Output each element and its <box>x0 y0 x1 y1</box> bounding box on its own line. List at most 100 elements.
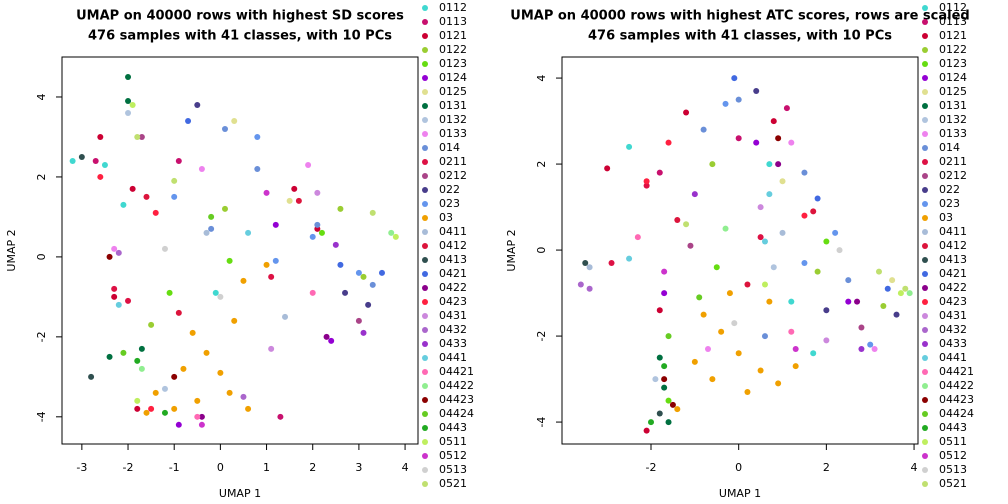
point <box>171 193 178 200</box>
point <box>832 229 839 236</box>
x-axis-label: UMAP 1 <box>219 487 261 500</box>
point <box>129 185 136 192</box>
legend-label: 0431 <box>939 309 967 322</box>
legend-label: 0123 <box>439 57 467 70</box>
point <box>254 165 261 172</box>
legend-label: 023 <box>439 197 460 210</box>
point <box>814 195 821 202</box>
legend-label: 0441 <box>439 351 467 364</box>
x-tick-label: 3 <box>355 461 362 474</box>
point <box>369 281 376 288</box>
legend-label: 03 <box>939 211 953 224</box>
point <box>106 353 113 360</box>
point <box>665 333 672 340</box>
point <box>152 209 159 216</box>
point <box>753 139 760 146</box>
point <box>295 197 302 204</box>
legend-label: 0132 <box>439 113 467 126</box>
legend-marker <box>422 355 428 361</box>
legend-label: 0421 <box>439 267 467 280</box>
legend-label: 0121 <box>439 29 467 42</box>
legend-marker <box>922 439 928 445</box>
legend-marker <box>422 173 428 179</box>
legend-label: 0112 <box>939 1 967 14</box>
legend-label: 0124 <box>439 71 467 84</box>
point <box>691 191 698 198</box>
point <box>897 290 904 297</box>
point <box>788 328 795 335</box>
legend-label: 0411 <box>439 225 467 238</box>
legend-label: 014 <box>439 141 460 154</box>
point <box>143 193 150 200</box>
point <box>148 321 155 328</box>
y-tick-label: 2 <box>535 161 548 168</box>
y-tick-label: 0 <box>35 253 48 260</box>
legend-label: 0423 <box>439 295 467 308</box>
legend-marker <box>922 5 928 11</box>
legend-label: 0113 <box>939 15 967 28</box>
point <box>92 157 99 164</box>
legend-marker <box>922 285 928 291</box>
legend-label: 022 <box>939 183 960 196</box>
legend-marker <box>922 397 928 403</box>
legend-marker <box>922 257 928 263</box>
legend-marker <box>422 327 428 333</box>
point <box>337 205 344 212</box>
point <box>152 389 159 396</box>
point <box>171 373 178 380</box>
y-tick-label: -4 <box>535 417 548 428</box>
x-tick-label: 4 <box>402 461 409 474</box>
x-tick-label: -2 <box>646 461 657 474</box>
legend-label: 014 <box>939 141 960 154</box>
legend-marker <box>922 481 928 487</box>
legend-marker <box>922 411 928 417</box>
legend-marker <box>422 47 428 53</box>
legend-label: 0431 <box>439 309 467 322</box>
legend-label: 0432 <box>439 323 467 336</box>
point <box>586 264 593 271</box>
point <box>845 298 852 305</box>
point <box>652 376 659 383</box>
legend-marker <box>922 243 928 249</box>
chart-title: UMAP on 40000 rows with highest SD score… <box>76 9 404 24</box>
legend-label: 0132 <box>939 113 967 126</box>
point <box>814 268 821 275</box>
x-tick-label: 2 <box>309 461 316 474</box>
legend-label: 0125 <box>439 85 467 98</box>
point <box>314 221 321 228</box>
point <box>360 273 367 280</box>
point <box>687 242 694 249</box>
legend-label: 0133 <box>939 127 967 140</box>
point <box>134 357 141 364</box>
point <box>263 189 270 196</box>
point <box>314 189 321 196</box>
point <box>757 234 764 241</box>
legend-marker <box>422 439 428 445</box>
y-axis-label: UMAP 2 <box>505 229 518 271</box>
point <box>231 317 238 324</box>
x-tick-label: 0 <box>735 461 742 474</box>
legend-marker <box>922 145 928 151</box>
point <box>704 345 711 352</box>
point <box>268 273 275 280</box>
legend-label: 0512 <box>939 449 967 462</box>
point <box>674 406 681 413</box>
point <box>245 229 252 236</box>
point <box>766 161 773 168</box>
point <box>166 289 173 296</box>
point <box>318 229 325 236</box>
y-tick-label: 4 <box>535 75 548 82</box>
point <box>221 125 228 132</box>
point <box>355 269 362 276</box>
legend-label: 0513 <box>939 463 967 476</box>
legend-label: 0422 <box>439 281 467 294</box>
point <box>801 259 808 266</box>
legend-marker <box>922 215 928 221</box>
point <box>115 249 122 256</box>
point <box>761 333 768 340</box>
point <box>161 385 168 392</box>
legend-marker <box>922 271 928 277</box>
point <box>906 290 913 297</box>
point <box>661 384 668 391</box>
legend-marker <box>422 19 428 25</box>
